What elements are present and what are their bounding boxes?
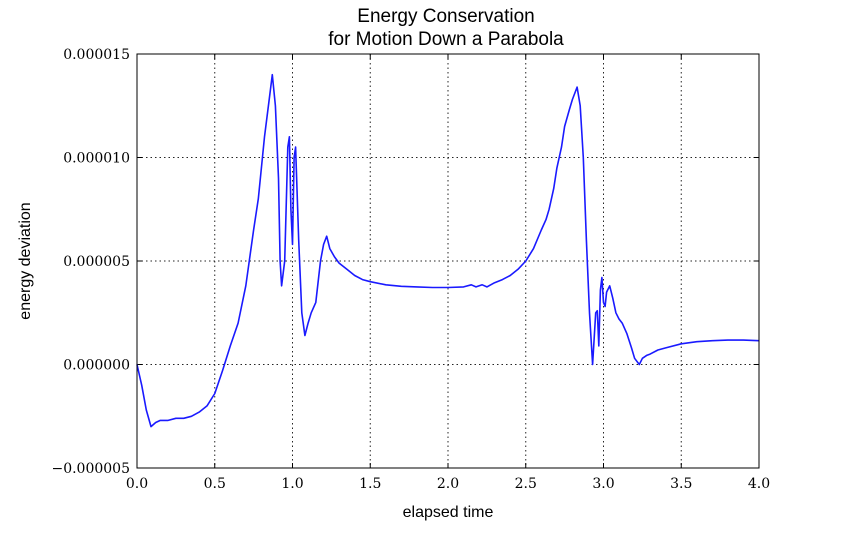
x-tick-label: 0.5	[204, 476, 226, 492]
ticks: 0.0 0.5 1.0 1.5 2.0 2.5 3.0 3.5 4.0 −0.000005 0.00…	[51, 47, 770, 492]
y-tick-label: −0.000005	[51, 461, 130, 477]
x-tick-label: 2.5	[515, 476, 537, 492]
x-tick-label: 1.0	[281, 476, 303, 492]
y-axis-label: energy deviation	[17, 202, 34, 319]
x-tick-label: 1.5	[359, 476, 381, 492]
series-line	[136, 73, 760, 428]
y-tick-label: 0.000005	[63, 254, 130, 270]
x-axis-label: elapsed time	[403, 504, 494, 521]
chart-subtitle: for Motion Down a Parabola	[328, 29, 564, 50]
x-tick-label: 4.0	[748, 476, 770, 492]
grid	[137, 54, 759, 468]
x-tick-label: 3.0	[592, 476, 614, 492]
x-tick-label: 2.0	[437, 476, 459, 492]
plot-frame	[136, 53, 760, 469]
y-tick-label: 0.000010	[63, 151, 130, 167]
x-tick-label: 0.0	[126, 476, 148, 492]
chart-title: Energy Conservation	[357, 6, 534, 27]
x-tick-label: 3.5	[670, 476, 692, 492]
series	[136, 73, 760, 428]
y-tick-label: 0.000000	[63, 358, 130, 374]
y-tick-label: 0.000015	[63, 47, 130, 63]
